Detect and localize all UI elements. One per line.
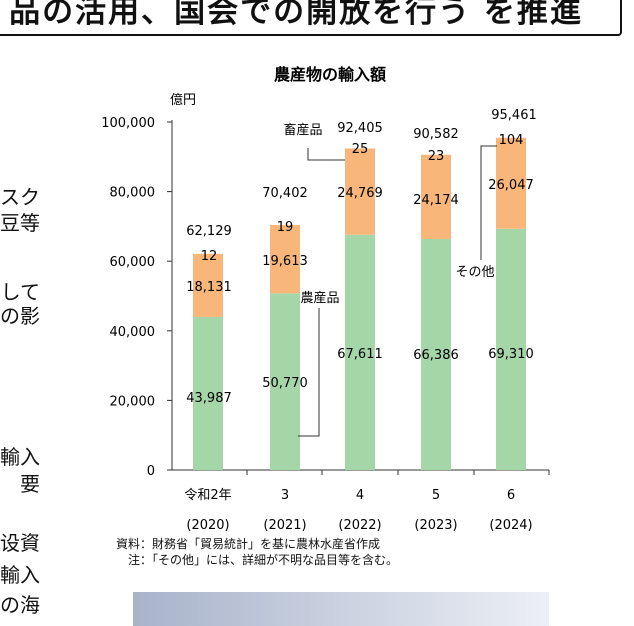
data-label-agri: 67,611: [337, 347, 383, 362]
y-tick-label: 100,000: [101, 116, 155, 131]
x-tick-sublabel: (2023): [414, 518, 457, 533]
bar-livestock: [496, 137, 526, 229]
banner-text: 品の活用、国会での開放を行う を推進: [9, 0, 583, 30]
bar-livestock: [421, 154, 451, 239]
footnote: 注：「その他」には、詳細が不明な品目等を含む。: [128, 553, 399, 567]
side-text-line: 輸入: [0, 445, 40, 469]
data-label-livestock: 19,613: [262, 254, 308, 269]
data-label-other: 104: [499, 133, 524, 148]
data-label-agri: 66,386: [413, 348, 459, 363]
bar-livestock: [345, 148, 375, 235]
x-tick-label: 3: [281, 488, 289, 503]
side-text-line: 要: [20, 472, 40, 496]
callout-livestock-leader: [307, 148, 345, 161]
data-label-livestock: 24,174: [413, 193, 459, 208]
data-label-total: 70,402: [262, 186, 308, 201]
callout-other-leader: [480, 145, 497, 260]
source-note: 資料：財務省「貿易統計」を基に農林水産省作成: [116, 537, 381, 551]
data-label-agri: 50,770: [262, 376, 308, 391]
x-tick-label: 5: [432, 488, 440, 503]
y-tick-label: 20,000: [110, 394, 156, 409]
chart-notes: 資料：財務省「貿易統計」を基に農林水産省作成 注：「その他」には、詳細が不明な品…: [116, 536, 398, 568]
data-label-total: 90,582: [413, 127, 459, 142]
callout-agri-leader: [298, 308, 320, 437]
x-tick-sublabel: (2022): [338, 518, 381, 533]
data-label-other: 12: [201, 249, 218, 264]
data-label-livestock: 24,769: [337, 186, 383, 201]
chart-title: 農産物の輸入額: [274, 65, 386, 84]
data-label-other: 19: [277, 220, 294, 235]
y-tick-label: 60,000: [110, 255, 156, 270]
side-text-line: 设資: [0, 531, 40, 555]
side-text-line: の海: [0, 593, 40, 617]
data-label-livestock: 18,131: [186, 280, 232, 295]
side-text-line: 豆等: [0, 211, 40, 235]
callout-livestock-label: 畜産品: [283, 122, 322, 138]
bar-livestock: [270, 225, 300, 294]
side-text-line: の影: [0, 304, 40, 328]
data-label-livestock: 26,047: [488, 178, 534, 193]
data-label-total: 92,405: [337, 121, 383, 136]
x-tick-sublabel: (2024): [489, 518, 532, 533]
bar-agri: [345, 234, 375, 470]
x-tick-label: 令和2年: [184, 488, 231, 503]
y-tick-label: 0: [147, 464, 155, 479]
y-tick-label: 40,000: [110, 325, 156, 340]
y-axis-unit: 億円: [170, 92, 196, 108]
x-tick-sublabel: (2021): [263, 518, 306, 533]
x-tick-sublabel: (2020): [186, 518, 229, 533]
side-text-line: して: [0, 280, 40, 304]
bar-agri: [270, 293, 300, 470]
side-text-line: 輸入: [0, 563, 40, 587]
callout-agri-label: 農産品: [300, 290, 339, 306]
y-tick-label: 80,000: [110, 186, 156, 201]
x-tick-label: 4: [356, 488, 364, 503]
callout-other-label: その他: [455, 265, 494, 280]
bar-agri: [421, 238, 451, 470]
bar-agri: [193, 316, 223, 470]
x-tick-label: 6: [507, 488, 515, 503]
bar-agri: [496, 228, 526, 470]
bar-livestock: [193, 253, 223, 317]
data-label-total: 95,461: [491, 108, 537, 123]
data-label-other: 23: [428, 149, 445, 164]
data-label-agri: 43,987: [186, 391, 232, 406]
header-banner: 品の活用、国会での開放を行う を推進: [0, 0, 622, 36]
data-label-agri: 69,310: [488, 347, 534, 362]
data-label-other: 25: [352, 142, 369, 157]
decorative-gradient-bar: [133, 592, 549, 626]
side-text-line: スク: [0, 185, 40, 209]
data-label-total: 62,129: [186, 224, 232, 239]
